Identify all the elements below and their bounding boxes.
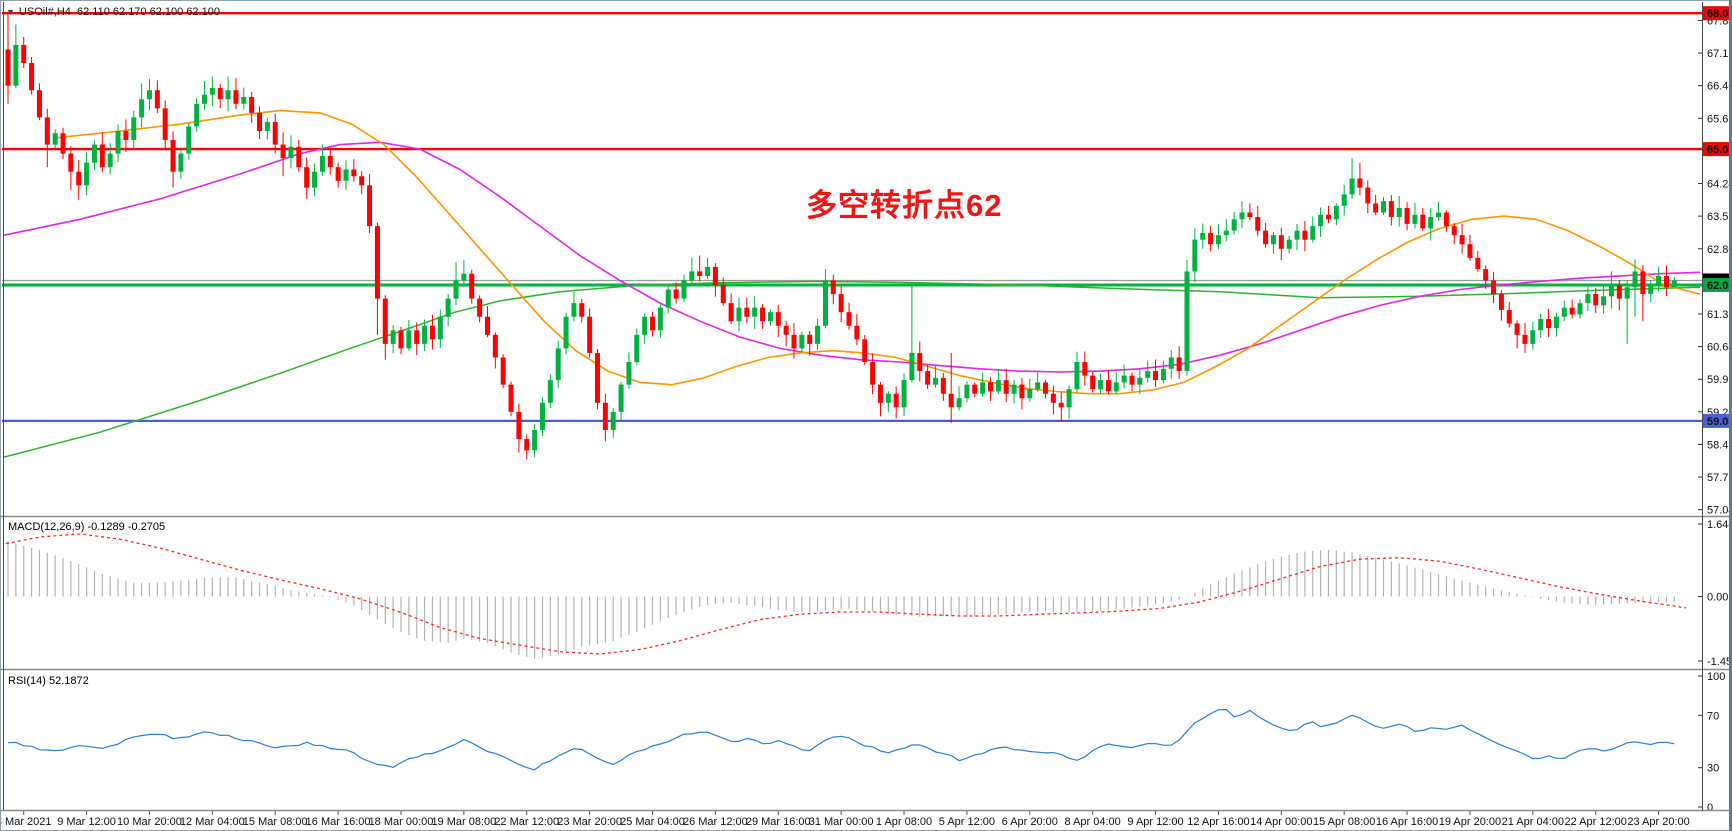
- time-tick-label: 29 Mar 16:00: [746, 816, 811, 828]
- rsi-line: [7, 708, 1675, 771]
- price-badge-text: 65.000: [1707, 144, 1732, 156]
- time-tick-label: 19 Apr 20:00: [1439, 816, 1501, 828]
- price-tick-label: 65.680: [1707, 113, 1732, 125]
- time-tick-label: 16 Apr 16:00: [1376, 816, 1438, 828]
- time-tick-label: 10 Mar 20:00: [117, 816, 182, 828]
- price-tick-label: 59.920: [1707, 374, 1732, 386]
- macd-pane[interactable]: [5, 533, 1687, 659]
- time-tick-label: 23 Apr 20:00: [1627, 816, 1689, 828]
- time-tick-label: 23 Mar 20:00: [557, 816, 622, 828]
- price-tick-label: 57.760: [1707, 472, 1732, 484]
- annotation-text: 多空转折点62: [806, 188, 1003, 223]
- time-tick-label: 6 Apr 20:00: [1002, 816, 1058, 828]
- time-tick-label: 19 Mar 08:00: [431, 816, 496, 828]
- price-tick-label: 60.640: [1707, 342, 1732, 354]
- rsi-scale-label: 100: [1707, 671, 1725, 683]
- time-tick-label: 31 Mar 00:00: [809, 816, 874, 828]
- time-tick-label: 22 Mar 12:00: [494, 816, 559, 828]
- main-price-pane[interactable]: [2, 11, 1702, 460]
- time-tick-label: 5 Apr 12:00: [939, 816, 995, 828]
- macd-indicator-label: MACD(12,26,9) -0.1289 -0.2705: [8, 521, 166, 533]
- time-tick-label: 12 Mar 04:00: [180, 816, 245, 828]
- time-tick-label: 15 Apr 08:00: [1313, 816, 1375, 828]
- price-badge-62.000: [1703, 278, 1730, 292]
- price-tick-label: 66.400: [1707, 81, 1732, 93]
- rsi-pane[interactable]: [7, 708, 1675, 771]
- symbol-period-label: USOil#,H4: [18, 6, 71, 18]
- time-tick-label: 9 Mar 12:00: [57, 816, 116, 828]
- rsi-scale-label: 30: [1707, 763, 1719, 775]
- time-tick-label: 14 Apr 00:00: [1250, 816, 1312, 828]
- time-tick-label: 26 Mar 12:00: [683, 816, 748, 828]
- time-tick-label: 15 Mar 08:00: [243, 816, 308, 828]
- rsi-indicator-label: RSI(14) 52.1872: [8, 675, 89, 687]
- price-tick-label: 62.800: [1707, 244, 1732, 256]
- price-tick-label: 67.120: [1707, 48, 1732, 60]
- price-badge-text: 59.000: [1707, 416, 1732, 428]
- rsi-scale-label: 0: [1707, 802, 1713, 814]
- ma-green-line: [3, 280, 1701, 458]
- ohlc-values: 62.110 62.170 62.100 62.100: [77, 6, 220, 18]
- price-tick-label: 64.240: [1707, 179, 1732, 191]
- time-tick-label: 16 Mar 16:00: [306, 816, 371, 828]
- time-tick-label: 25 Mar 04:00: [620, 816, 685, 828]
- time-tick-label: 18 Mar 00:00: [369, 816, 434, 828]
- time-tick-label: 21 Apr 04:00: [1502, 816, 1564, 828]
- price-badge-68.000: [1703, 6, 1730, 21]
- time-tick-label: 9 Apr 12:00: [1127, 816, 1183, 828]
- price-axis[interactable]: 67.84067.12066.40065.68064.24063.52062.8…: [1698, 0, 1732, 814]
- macd-signal-line: [5, 533, 1687, 655]
- price-badge-59.000: [1703, 413, 1730, 428]
- rsi-scale-label: 70: [1707, 710, 1719, 722]
- price-badge-text: 68.000: [1707, 8, 1732, 20]
- time-tick-label: 12 Apr 16:00: [1187, 816, 1249, 828]
- price-tick-label: 57.040: [1707, 505, 1732, 517]
- price-tick-label: 61.360: [1707, 309, 1732, 321]
- time-tick-label: 8 Mar 2021: [0, 816, 52, 828]
- candles-layer: [5, 12, 1677, 460]
- time-tick-label: 8 Apr 04:00: [1065, 816, 1121, 828]
- symbol-info-bar: ▼ USOil#,H4 62.110 62.170 62.100 62.100: [6, 6, 220, 18]
- price-badge-text: 62.000: [1707, 280, 1732, 292]
- time-tick-label: 1 Apr 08:00: [876, 816, 932, 828]
- macd-scale-label: -1.4594: [1707, 656, 1732, 668]
- macd-scale-label: 1.6446: [1707, 519, 1732, 531]
- price-badge-65.000: [1703, 142, 1730, 157]
- macd-scale-label: 0.00: [1707, 592, 1728, 604]
- price-tick-label: 63.520: [1707, 211, 1732, 223]
- price-tick-label: 58.480: [1707, 439, 1732, 451]
- time-tick-label: 22 Apr 12:00: [1565, 816, 1627, 828]
- symbol-dropdown-icon[interactable]: ▼: [6, 7, 15, 17]
